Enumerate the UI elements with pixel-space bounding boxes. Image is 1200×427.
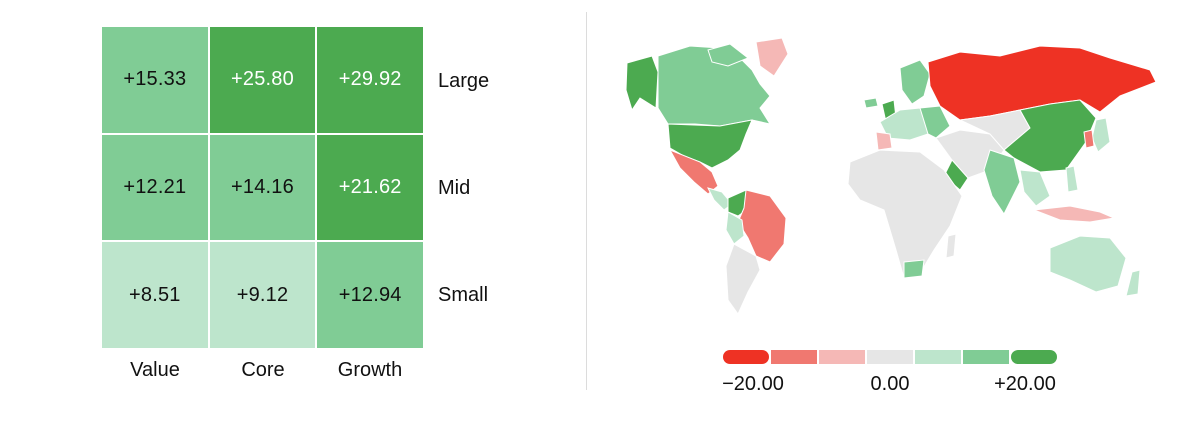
cell-mid-value: +12.21 [102,134,208,241]
map-region-korea [1083,129,1095,149]
map-region-argentina [725,243,761,315]
map-region-greenland [755,37,789,77]
cell-large-value: +15.33 [102,27,208,133]
map-region-arctic-islands [707,43,749,67]
map-region-madagascar [945,233,957,259]
row-label-mid: Mid [438,177,471,199]
row-label-large: Large [438,70,490,92]
map-region-saudi [943,159,969,191]
map-region-iberia [875,131,893,151]
legend-bin [867,350,913,364]
cell-small-core: +9.12 [209,242,316,348]
panel-divider [586,12,587,390]
cell-mid-core: +14.16 [209,134,316,241]
cell-small-growth: +12.94 [317,242,423,348]
legend-tick-zero: 0.00 [870,373,910,395]
cell-large-core: +25.80 [209,27,316,133]
cell-small-value: +8.51 [102,242,208,348]
map-region-south-africa [903,259,925,279]
row-label-small: Small [438,284,489,306]
map-region-brazil [737,189,787,263]
legend-tick-min: −20.00 [722,373,784,395]
cell-large-growth: +29.92 [317,27,423,133]
cell-mid-growth: +21.62 [317,134,423,241]
col-label-growth: Growth [337,359,403,381]
map-region-india [983,149,1021,215]
style-box-heatmap: +15.33 +25.80 +29.92 +12.21 +14.16 +21.6… [102,27,423,348]
map-region-peru [725,211,745,245]
map-region-alaska [625,55,659,112]
col-label-core: Core [241,359,285,381]
map-region-scandinavia [899,59,931,105]
map-region-africa [847,149,963,279]
map-region-australia [1049,235,1127,293]
legend-bin [915,350,961,364]
legend-bin [723,350,769,364]
map-region-eastern-europe [919,105,951,139]
map-region-iceland [863,97,879,109]
world-map [625,37,1157,315]
color-legend [723,350,1057,364]
map-region-se-asia [1019,169,1051,207]
map-region-new-zealand [1125,269,1141,297]
col-label-value: Value [130,359,180,381]
map-region-japan [1091,117,1111,153]
legend-bin [963,350,1009,364]
legend-tick-max: +20.00 [994,373,1056,395]
map-region-philippines [1065,165,1079,193]
legend-bin [771,350,817,364]
legend-bin [1011,350,1057,364]
map-region-indonesia [1033,205,1116,223]
legend-bin [819,350,865,364]
map-region-russia [927,45,1157,121]
